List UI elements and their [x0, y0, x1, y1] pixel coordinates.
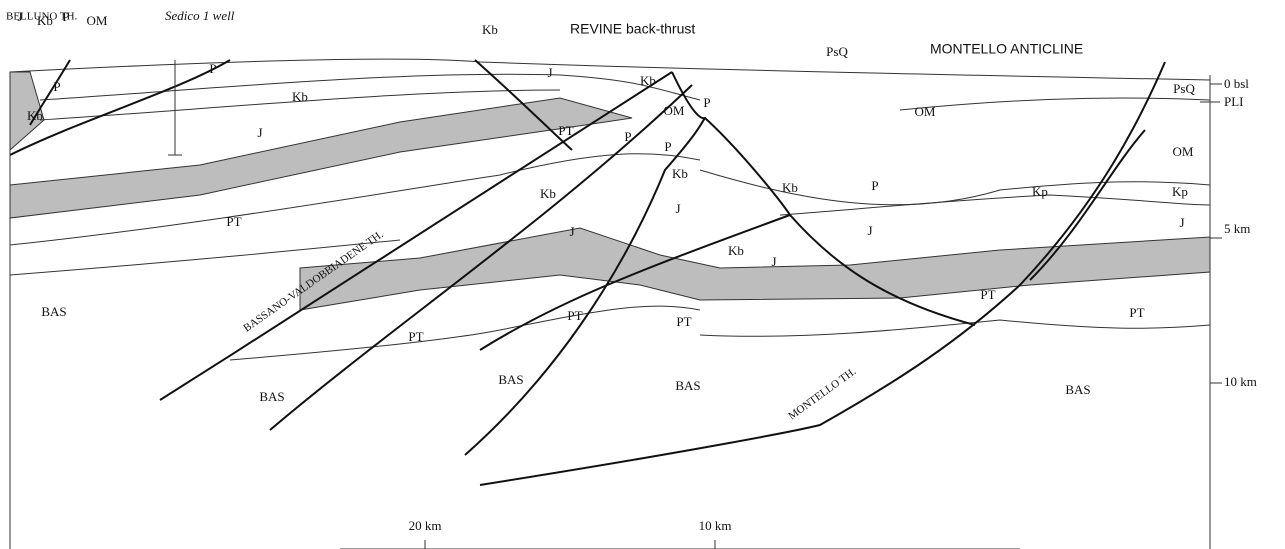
unit-label: Kb	[482, 22, 498, 37]
unit-label: PT	[980, 287, 995, 302]
unit-label: Kb	[292, 89, 308, 104]
unit-label: BAS	[498, 372, 523, 387]
anticline-label: MONTELLO ANTICLINE	[930, 41, 1083, 57]
unit-label: J	[675, 201, 680, 216]
unit-label: P	[664, 139, 671, 154]
unit-label: OM	[664, 103, 685, 118]
fault-label: MONTELLO TH.	[786, 365, 858, 422]
unit-label: J	[257, 125, 262, 140]
unit-label: PT	[567, 308, 582, 323]
unit-label: BAS	[41, 304, 66, 319]
unit-label: BAS	[259, 389, 284, 404]
unit-label: Kb	[540, 186, 556, 201]
layer-boundaries	[10, 59, 1210, 360]
unit-label: OM	[1173, 144, 1194, 159]
backthrust-label: REVINE back-thrust	[570, 21, 695, 37]
unit-label: J	[1179, 215, 1184, 230]
distance-label: 20 km	[409, 518, 442, 533]
unit-label: P	[53, 79, 60, 94]
unit-label: PT	[226, 214, 241, 229]
unit-label: OM	[87, 13, 108, 28]
unit-label: PT	[408, 329, 423, 344]
unit-label: Kb	[27, 108, 43, 123]
unit-label: P	[871, 178, 878, 193]
unit-label: P	[209, 61, 216, 76]
well-label: Sedico 1 well	[165, 8, 235, 23]
cross-section: BELLUNO TH. Sedico 1 well REVINE back-th…	[0, 0, 1285, 549]
frame	[10, 72, 1222, 549]
unit-label: Kp	[1172, 184, 1188, 199]
unit-label: PT	[558, 123, 573, 138]
unit-label: PT	[1129, 305, 1144, 320]
distance-label: 10 km	[699, 518, 732, 533]
unit-label: P	[624, 129, 631, 144]
unit-label: J	[17, 9, 22, 24]
unit-label: PsQ	[826, 44, 848, 59]
unit-label: Kb	[672, 166, 688, 181]
unit-label: Kb	[782, 180, 798, 195]
unit-label: J	[569, 224, 574, 239]
depth-label: 0 bsl	[1224, 76, 1249, 91]
depth-label: 5 km	[1224, 221, 1250, 236]
unit-label: J	[867, 223, 872, 238]
unit-label: Kb	[728, 243, 744, 258]
depth-label: PLI	[1224, 94, 1244, 109]
unit-label: P	[703, 95, 710, 110]
unit-label: OM	[915, 104, 936, 119]
unit-label: P	[62, 9, 69, 24]
unit-label: J	[547, 65, 552, 80]
unit-label: Kb	[37, 13, 53, 28]
unit-label: Kb	[640, 73, 656, 88]
unit-label: PsQ	[1173, 81, 1195, 96]
depth-label: 10 km	[1224, 374, 1257, 389]
unit-label: PT	[676, 314, 691, 329]
unit-label: J	[771, 254, 776, 269]
unit-label: BAS	[675, 378, 700, 393]
unit-label: BAS	[1065, 382, 1090, 397]
unit-label: Kp	[1032, 184, 1048, 199]
